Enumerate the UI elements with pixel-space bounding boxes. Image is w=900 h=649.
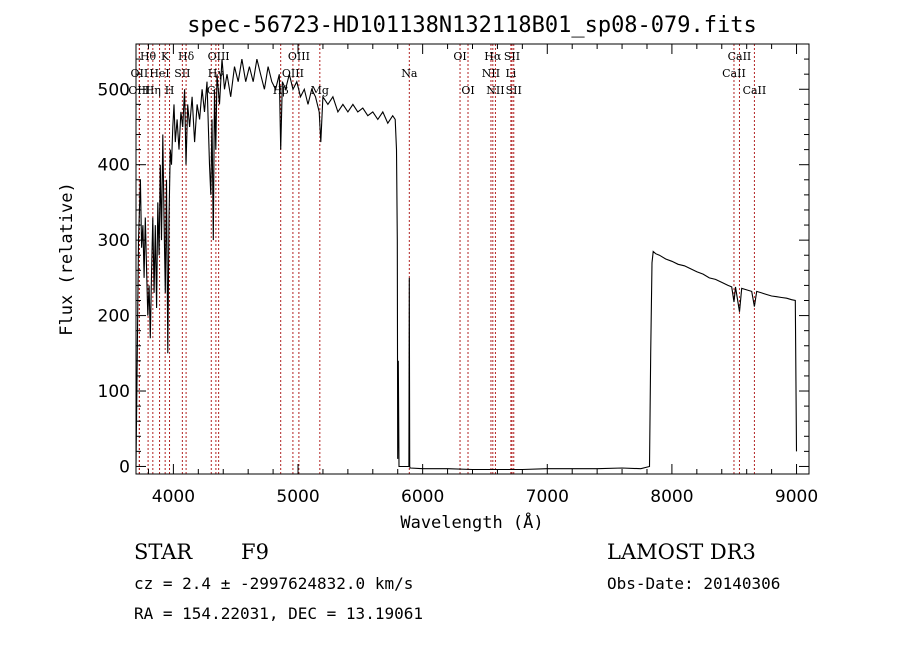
line-label-19: Hα (484, 50, 502, 63)
line-label-4: HeI (149, 67, 169, 80)
line-label-18: OI (461, 84, 474, 97)
object-class: STAR (134, 540, 193, 564)
line-label-1: OII (131, 67, 149, 80)
spectral-subclass: F9 (241, 540, 269, 564)
line-label-24: SII (506, 84, 522, 97)
line-label-7: SII (174, 67, 190, 80)
x-tick-label-3: 7000 (526, 487, 569, 507)
x-tick-label-0: 4000 (152, 487, 195, 507)
spectral-line-markers (138, 44, 755, 474)
line-label-15: Mg (311, 84, 329, 97)
line-label-11: G (207, 84, 216, 97)
line-label-20: SII (504, 50, 520, 63)
line-label-27: CaII (743, 84, 767, 97)
line-label-9: OIII (208, 50, 230, 63)
y-axis-ticks: 0 100 200 300 400 500 (98, 58, 809, 477)
line-label-6: Hδ (178, 50, 195, 63)
survey-name: LAMOST DR3 (607, 540, 756, 564)
line-label-21: NII (482, 67, 500, 80)
line-label-16: Na (401, 67, 418, 80)
y-tick-label-2: 200 (98, 307, 130, 327)
line-label-17: OI (453, 50, 466, 63)
redshift-velocity: cz = 2.4 ± -2997624832.0 km/s (134, 574, 414, 593)
x-axis-ticks: 4000 5000 6000 7000 8000 9000 (147, 44, 818, 507)
x-axis-label: Wavelength (Å) (400, 511, 543, 533)
sky-coordinates: RA = 154.22031, DEC = 13.19061 (134, 604, 423, 623)
y-tick-label-5: 500 (98, 80, 130, 100)
line-label-26: CaII (722, 67, 746, 80)
line-label-12: OIII (288, 50, 310, 63)
plot-frame (135, 43, 810, 475)
x-tick-label-4: 8000 (650, 487, 693, 507)
line-label-22: Li (505, 67, 516, 80)
y-tick-label-0: 0 (119, 457, 130, 477)
line-label-5: Hη (145, 84, 161, 97)
line-label-10: Hγ (208, 67, 225, 80)
y-tick-label-4: 400 (98, 156, 130, 176)
line-label-0: Hθ (140, 50, 157, 63)
line-label-23: NII (486, 84, 504, 97)
observation-date: Obs-Date: 20140306 (607, 574, 781, 593)
spectrum-series-flux (135, 58, 798, 471)
line-label-25: CaII (728, 50, 752, 63)
line-label-13: OIII (282, 67, 304, 80)
x-tick-label-1: 5000 (276, 487, 319, 507)
chart-title: spec-56723-HD101138N132118B01_sp08-079.f… (187, 13, 757, 38)
x-tick-label-5: 9000 (775, 487, 818, 507)
y-tick-label-1: 100 (98, 382, 130, 402)
x-tick-label-2: 6000 (401, 487, 444, 507)
y-axis-label: Flux (relative) (57, 182, 77, 336)
line-label-3: K (161, 50, 170, 63)
line-label-8: H (165, 84, 175, 97)
y-tick-label-3: 300 (98, 231, 130, 251)
line-label-2: OIII (128, 84, 150, 97)
